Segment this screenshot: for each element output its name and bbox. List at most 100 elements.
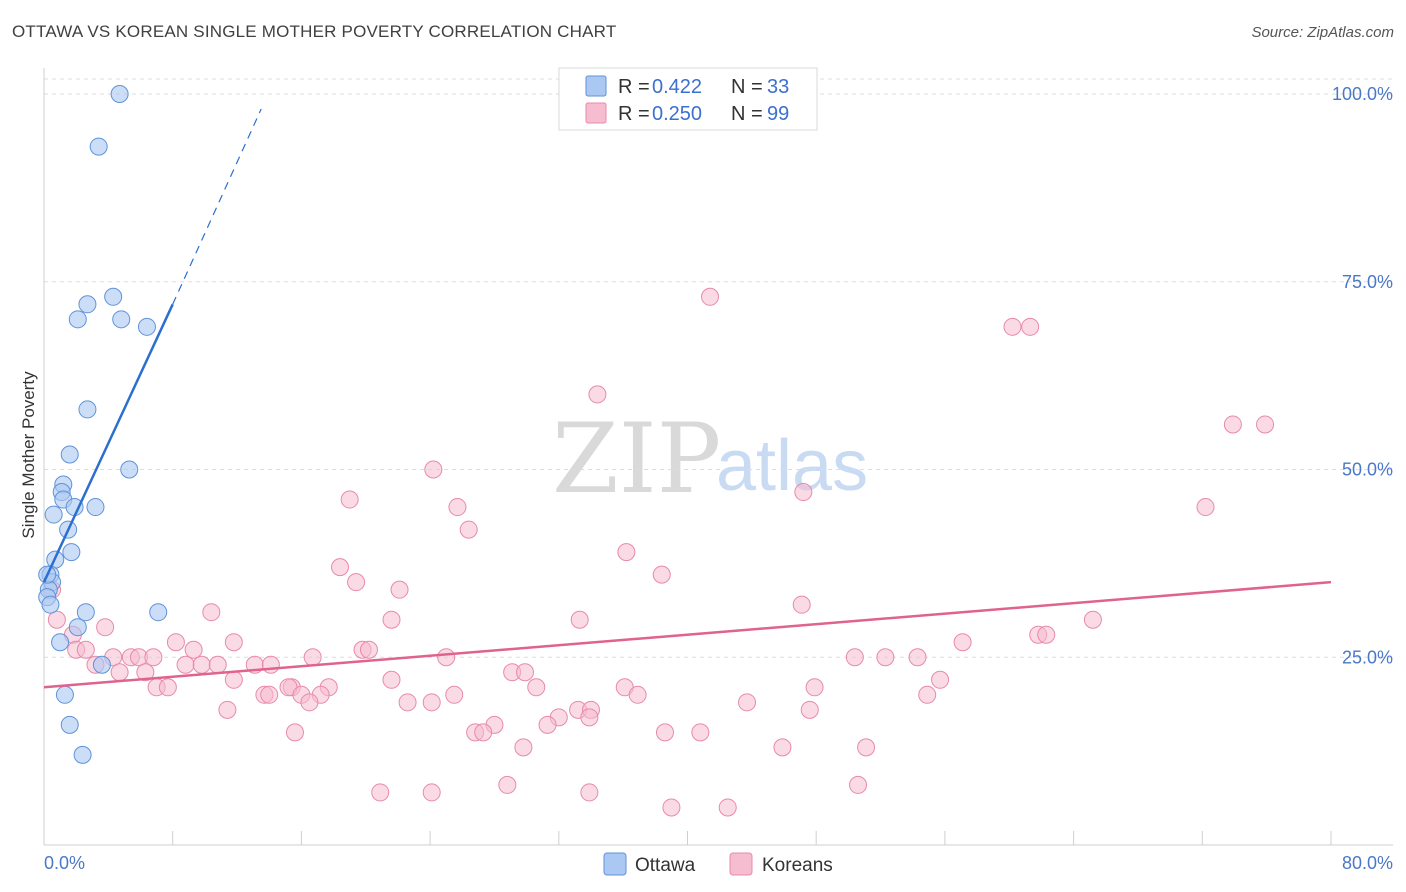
watermark-zip: ZIP — [552, 403, 721, 515]
korean-point — [136, 663, 155, 682]
korean-point — [570, 610, 589, 629]
ottawa-point — [89, 137, 108, 156]
korean-point — [158, 678, 177, 697]
korean-point — [931, 670, 950, 689]
korean-point — [849, 775, 868, 794]
ottawa-point — [62, 543, 81, 562]
korean-point — [857, 738, 876, 757]
korean-point — [261, 655, 280, 674]
korean-point — [474, 723, 493, 742]
korean-point — [459, 520, 478, 539]
ottawa-point — [110, 85, 129, 104]
korean-point — [628, 685, 647, 704]
chart-source: Source: ZipAtlas.com — [1251, 24, 1394, 41]
ottawa-trendline-extension — [172, 108, 262, 305]
korean-point — [382, 670, 401, 689]
ottawa-point — [104, 287, 123, 306]
korean-point — [876, 648, 895, 667]
korean-point — [218, 700, 237, 719]
korean-point — [718, 798, 737, 817]
korean-point — [1256, 415, 1275, 434]
korean-point — [1003, 317, 1022, 336]
legend-swatch-ottawa — [585, 75, 607, 97]
korean-point — [331, 558, 350, 577]
korean-point — [202, 603, 221, 622]
ottawa-point — [78, 295, 97, 314]
x-tick-marks — [43, 831, 1332, 845]
korean-point — [1223, 415, 1242, 434]
korean-point — [908, 648, 927, 667]
korean-point — [359, 640, 378, 659]
korean-point — [516, 663, 535, 682]
korean-point — [953, 633, 972, 652]
korean-point — [794, 483, 813, 502]
ottawa-point — [60, 445, 79, 464]
y-tick-label: 50.0% — [1342, 460, 1393, 480]
ottawa-point — [78, 400, 97, 419]
ottawa-point — [73, 745, 92, 764]
korean-point — [1196, 498, 1215, 517]
korean-point — [166, 633, 185, 652]
legend-ottawa-n-value: 33 — [767, 76, 789, 98]
korean-points — [43, 287, 1275, 817]
korean-point — [192, 655, 211, 674]
korean-point — [514, 738, 533, 757]
korean-point — [655, 723, 674, 742]
korean-point — [144, 648, 163, 667]
korean-point — [445, 685, 464, 704]
korean-point — [800, 700, 819, 719]
bottom-legend-swatch-korean — [729, 852, 753, 876]
y-tick-labels: 25.0% 50.0% 75.0% 100.0% — [1332, 84, 1393, 667]
legend-ottawa-r-value: 0.422 — [652, 76, 702, 98]
korean-point — [300, 693, 319, 712]
legend-ottawa-n-label: N = — [731, 76, 763, 98]
korean-point — [224, 670, 243, 689]
korean-point — [580, 708, 599, 727]
korean-point — [382, 610, 401, 629]
korean-point — [652, 565, 671, 584]
y-axis-label: Single Mother Poverty — [19, 371, 38, 539]
watermark-atlas: atlas — [716, 426, 868, 506]
chart-title: OTTAWA VS KOREAN SINGLE MOTHER POVERTY C… — [12, 22, 617, 41]
korean-point — [1037, 625, 1056, 644]
ottawa-point — [55, 685, 74, 704]
legend-korean-n-label: N = — [731, 103, 763, 125]
legend: R = 0.422 N = 33 R = 0.250 N = 99 — [558, 67, 818, 131]
korean-point — [110, 663, 129, 682]
korean-point — [738, 693, 757, 712]
ottawa-point — [137, 317, 156, 336]
y-tick-label: 25.0% — [1342, 647, 1393, 667]
ottawa-point — [149, 603, 168, 622]
korean-point — [1083, 610, 1102, 629]
korean-point — [303, 648, 322, 667]
korean-point — [340, 490, 359, 509]
korean-point — [805, 678, 824, 697]
grid-layer — [44, 78, 1393, 658]
korean-point — [662, 798, 681, 817]
korean-point — [580, 783, 599, 802]
korean-point — [96, 618, 115, 637]
korean-point — [260, 685, 279, 704]
bottom-legend-ottawa: Ottawa — [635, 855, 696, 876]
ottawa-point — [92, 655, 111, 674]
trend-lines — [42, 108, 1332, 689]
korean-point — [347, 573, 366, 592]
korean-point — [398, 693, 417, 712]
korean-point — [448, 498, 467, 517]
legend-ottawa-r-label: R = — [618, 76, 650, 98]
korean-point — [773, 738, 792, 757]
ottawa-points — [38, 85, 168, 764]
korean-point — [527, 678, 546, 697]
x-tick-label-max: 80.0% — [1342, 853, 1393, 873]
ottawa-point — [68, 618, 87, 637]
legend-korean-r-label: R = — [618, 103, 650, 125]
korean-point — [701, 287, 720, 306]
korean-point — [538, 715, 557, 734]
x-tick-label-min: 0.0% — [44, 853, 85, 873]
korean-point — [285, 723, 304, 742]
ottawa-point — [51, 633, 70, 652]
ottawa-point — [76, 603, 95, 622]
ottawa-point — [68, 310, 87, 329]
bottom-legend: Ottawa Koreans — [603, 852, 833, 876]
